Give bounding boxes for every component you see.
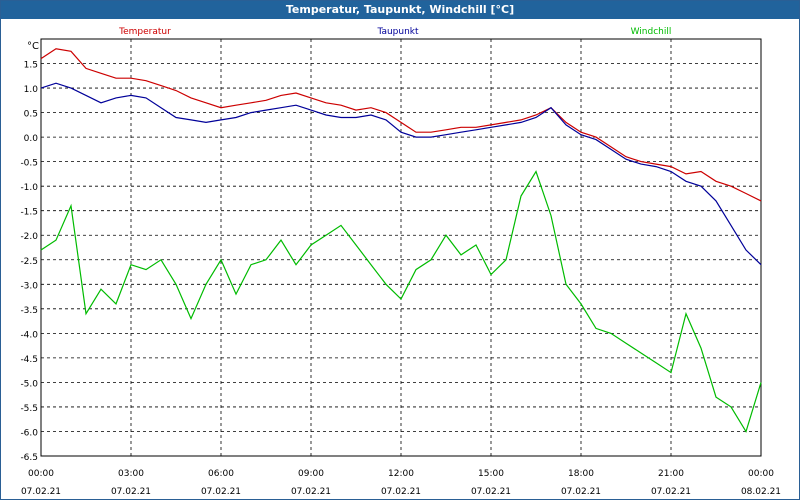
x-tick-date-label: 07.02.21 (471, 487, 511, 497)
window-title: Temperatur, Taupunkt, Windchill [°C] (1, 1, 799, 19)
y-tick-label: -5.5 (20, 404, 38, 414)
x-tick-time-label: 03:00 (118, 469, 144, 479)
x-tick-time-label: 15:00 (478, 469, 504, 479)
x-tick-date-label: 07.02.21 (381, 487, 421, 497)
legend-windchill: Windchill (631, 27, 672, 37)
x-tick-time-label: 00:00 (748, 469, 774, 479)
y-tick-label: -4.0 (20, 330, 38, 340)
y-tick-label: -1.5 (20, 208, 38, 218)
y-tick-label: -0.5 (20, 159, 38, 169)
x-tick-time-label: 21:00 (658, 469, 684, 479)
y-tick-label: -3.5 (20, 306, 38, 316)
x-tick-date-label: 07.02.21 (561, 487, 601, 497)
y-tick-label: 0.0 (24, 134, 39, 144)
y-unit-label: °C (27, 41, 39, 52)
series-line-temperatur (40, 48, 762, 202)
legend-taupunkt: Taupunkt (376, 27, 419, 37)
y-tick-label: 0.5 (24, 110, 38, 120)
x-tick-time-label: 00:00 (28, 469, 54, 479)
y-tick-label: -2.5 (20, 257, 38, 267)
y-tick-label: -2.0 (20, 232, 38, 242)
y-tick-label: -6.0 (20, 428, 38, 438)
x-tick-time-label: 18:00 (568, 469, 594, 479)
x-tick-time-label: 06:00 (208, 469, 234, 479)
x-tick-time-label: 09:00 (298, 469, 324, 479)
y-tick-label: -4.5 (20, 355, 38, 365)
legend-temperatur: Temperatur (118, 27, 171, 37)
y-tick-label: -1.0 (20, 183, 38, 193)
x-tick-date-label: 08.02.21 (741, 487, 781, 497)
y-tick-label: -5.0 (20, 379, 38, 389)
x-tick-date-label: 07.02.21 (21, 487, 61, 497)
x-tick-date-label: 07.02.21 (651, 487, 691, 497)
y-tick-label: -6.5 (20, 453, 38, 463)
x-tick-date-label: 07.02.21 (291, 487, 331, 497)
y-tick-label: 1.0 (24, 85, 39, 95)
series-line-taupunkt (40, 82, 762, 266)
y-tick-label: -3.0 (20, 281, 38, 291)
y-tick-label: 1.5 (24, 61, 38, 71)
x-tick-time-label: 12:00 (388, 469, 414, 479)
plot-area (40, 38, 762, 457)
series-line-windchill (40, 170, 762, 433)
x-tick-date-label: 07.02.21 (111, 487, 151, 497)
x-tick-date-label: 07.02.21 (201, 487, 241, 497)
